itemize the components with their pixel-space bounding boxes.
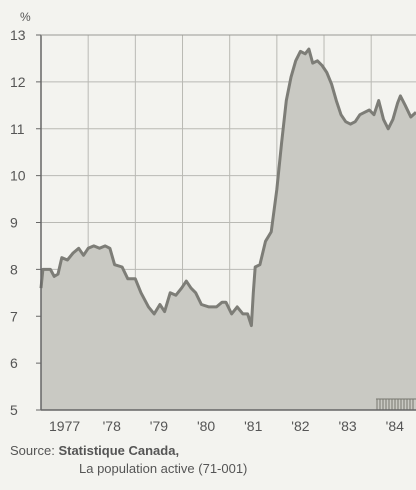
y-tick-label: 12	[10, 74, 26, 90]
y-tick-label: 13	[10, 27, 26, 43]
x-tick-labels: 1977 '78 '79 '80 '81 '82 '83 '84	[49, 418, 404, 434]
y-tick-label: 6	[10, 355, 18, 371]
source-organization: Statistique Canada,	[58, 443, 180, 458]
x-tick-label: 1977	[49, 418, 80, 434]
x-tick-label: '80	[197, 418, 215, 434]
unemployment-rate-chart: % 5 6 7 8 9 10 11 12 13 1977 '78 '79 '80 '81 '82 '83 '8…	[10, 10, 416, 434]
y-tick-label: 8	[10, 261, 18, 277]
y-tick-label: 5	[10, 402, 18, 418]
y-tick-label: 10	[10, 168, 26, 184]
series-area-fill	[41, 49, 416, 410]
chart-axes	[36, 34, 416, 411]
y-tick-label: 11	[10, 121, 25, 137]
y-axis-unit-label: %	[20, 10, 31, 24]
x-tick-label: '83	[338, 418, 356, 434]
y-tick-label: 9	[10, 215, 18, 231]
x-tick-label: '81	[244, 418, 262, 434]
series-line	[39, 47, 416, 328]
y-tick-label: 7	[10, 308, 18, 324]
y-tick-labels: 5 6 7 8 9 10 11 12 13	[10, 27, 26, 418]
x-tick-label: '82	[291, 418, 309, 434]
preliminary-data-hatch	[376, 398, 416, 410]
x-tick-label: '84	[386, 418, 404, 434]
source-note: Source: Statistique Canada, La populatio…	[10, 442, 247, 478]
source-publication: La population active (71-001)	[79, 461, 248, 476]
source-prefix: Source:	[10, 443, 55, 458]
x-tick-label: '78	[103, 418, 121, 434]
x-tick-label: '79	[150, 418, 168, 434]
